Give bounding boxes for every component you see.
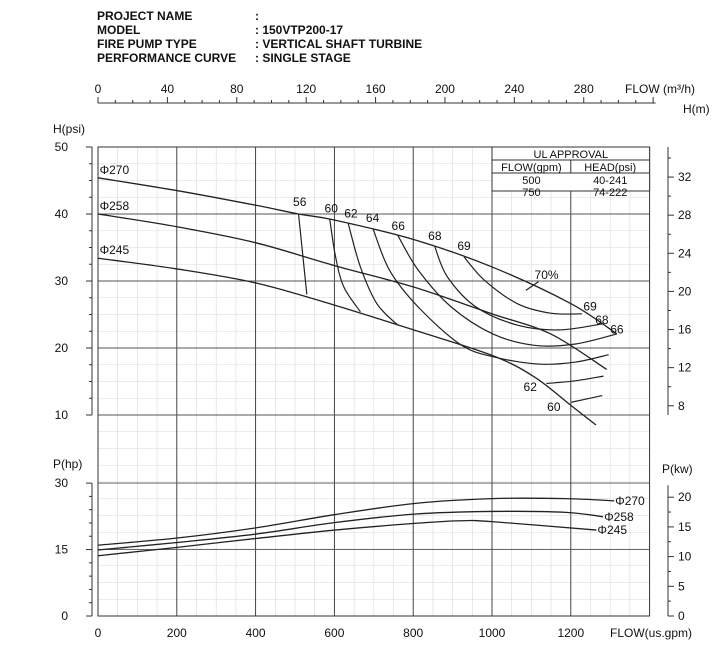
plot-frame	[97, 146, 651, 617]
power-axis-tick-label: 0	[61, 609, 68, 623]
efficiency-label: 60	[547, 400, 561, 414]
header-row: FIRE PUMP TYPE : VERTICAL SHAFT TURBINE	[97, 37, 422, 51]
ul-table-cell: 74-222	[593, 187, 627, 199]
power-curve-label: Φ258	[604, 510, 634, 524]
efficiency-curve-64	[372, 228, 609, 365]
efficiency-label: 68	[428, 229, 442, 243]
ul-table-cell: 750	[522, 187, 540, 199]
x-axis-tick-label: 400	[246, 626, 266, 640]
head-axis-tick-label: 30	[55, 274, 69, 288]
head-curve-d270	[97, 177, 618, 335]
power-kw-axis-tick-label: 5	[678, 579, 685, 593]
ul-table-cell: 500	[522, 175, 540, 187]
efficiency-label: 60	[325, 202, 339, 216]
efficiency-curve-70%	[525, 281, 539, 291]
power-axis-tick-label: 15	[55, 543, 69, 557]
head-axis-title: H(psi)	[53, 122, 85, 136]
header-label: FIRE PUMP TYPE	[97, 37, 197, 51]
ul-table-col-header: FLOW(gpm)	[501, 162, 562, 174]
power-kw-axis-tick-label: 15	[678, 520, 692, 534]
header-value: : SINGLE STAGE	[255, 51, 351, 65]
efficiency-label: 70%	[535, 268, 559, 282]
head-m-axis-tick-label: 32	[678, 170, 692, 184]
efficiency-label: 64	[366, 211, 380, 225]
power-kw-axis-tick-label: 20	[678, 490, 692, 504]
top-axis-tick-label: 120	[296, 82, 316, 96]
x-axis-tick-label: 200	[167, 626, 187, 640]
header-value: : VERTICAL SHAFT TURBINE	[255, 37, 423, 51]
x-axis-tick-label: 1200	[557, 626, 584, 640]
header-row: PERFORMANCE CURVE : SINGLE STAGE	[97, 51, 351, 65]
head-axis-tick-label: 40	[55, 207, 69, 221]
efficiency-label: 56	[293, 195, 307, 209]
head-m-axis-tick-label: 8	[678, 399, 685, 413]
head-m-axis-tick-label: 24	[678, 246, 692, 260]
top-axis-tick-label: 280	[574, 82, 594, 96]
head-right-axis-title: H(m)	[683, 102, 710, 116]
header-label: PERFORMANCE CURVE	[97, 51, 237, 65]
top-axis-tick-label: 0	[95, 82, 102, 96]
header-value: : 150VTP200-17	[255, 23, 344, 37]
head-axis-tick-label: 20	[55, 341, 69, 355]
ul-table-cell: 40-241	[593, 175, 627, 187]
efficiency-curve-69	[463, 256, 582, 315]
efficiency-label: 66	[392, 219, 406, 233]
power-axis-title: P(hp)	[53, 457, 82, 471]
header-label: PROJECT NAME	[97, 9, 193, 23]
power-kw-axis-tick-label: 10	[678, 550, 692, 564]
efficiency-label: 69	[583, 299, 597, 313]
head-m-axis-tick-label: 16	[678, 323, 692, 337]
efficiency-label: 66	[610, 322, 624, 336]
head-curve-label: Φ270	[100, 163, 130, 177]
head-curve-d258	[97, 213, 608, 370]
power-curve-d258	[97, 510, 604, 551]
x-axis-tick-label: 800	[403, 626, 423, 640]
top-axis-tick-label: 80	[230, 82, 244, 96]
x-axis-tick-label: 600	[324, 626, 344, 640]
header-row: PROJECT NAME:	[97, 9, 259, 23]
head-m-axis-tick-label: 20	[678, 284, 692, 298]
efficiency-curve-62	[347, 223, 399, 326]
power-kw-axis-tick-label: 0	[678, 609, 685, 623]
head-axis-tick-label: 50	[55, 140, 69, 154]
efficiency-curve-62	[546, 375, 604, 385]
efficiency-label: 62	[524, 380, 538, 394]
top-axis-tick-label: 240	[504, 82, 524, 96]
header-value: :	[255, 9, 259, 23]
head-axis-tick-label: 10	[55, 408, 69, 422]
efficiency-curve-68	[434, 246, 603, 331]
efficiency-curve-66	[397, 235, 618, 347]
power-axis-tick-label: 30	[55, 476, 69, 490]
x-axis-title: FLOW(us.gpm)	[610, 626, 692, 640]
head-curve-label: Φ258	[100, 199, 130, 213]
efficiency-curve-60	[571, 394, 603, 403]
power-curve-label: Φ245	[597, 523, 627, 537]
efficiency-curve-56	[297, 213, 308, 295]
power-curve-label: Φ270	[615, 494, 645, 508]
head-curve-label: Φ245	[100, 243, 130, 257]
efficiency-label: 62	[344, 206, 358, 220]
top-axis-tick-label: 160	[366, 82, 386, 96]
head-m-axis-tick-label: 12	[678, 361, 692, 375]
efficiency-label: 69	[457, 239, 471, 253]
header-row: MODEL : 150VTP200-17	[97, 23, 343, 37]
power-kw-axis-title: P(kw)	[662, 462, 693, 476]
efficiency-label: 68	[595, 313, 609, 327]
x-axis-tick-label: 1000	[479, 626, 506, 640]
ul-table-title: UL APPROVAL	[534, 149, 609, 161]
x-axis-tick-label: 0	[95, 626, 102, 640]
top-axis-tick-label: 40	[161, 82, 175, 96]
power-curve-d270	[97, 497, 615, 546]
efficiency-curve-60	[329, 218, 361, 313]
top-axis-tick-label: 200	[435, 82, 455, 96]
header-label: MODEL	[97, 23, 141, 37]
ul-table-col-header: HEAD(psi)	[584, 162, 636, 174]
head-m-axis-tick-label: 28	[678, 208, 692, 222]
power-curve-d245	[97, 519, 597, 557]
head-curve-d245	[97, 257, 597, 426]
ul-table	[491, 146, 651, 192]
top-axis-title: FLOW (m³/h)	[625, 82, 695, 96]
